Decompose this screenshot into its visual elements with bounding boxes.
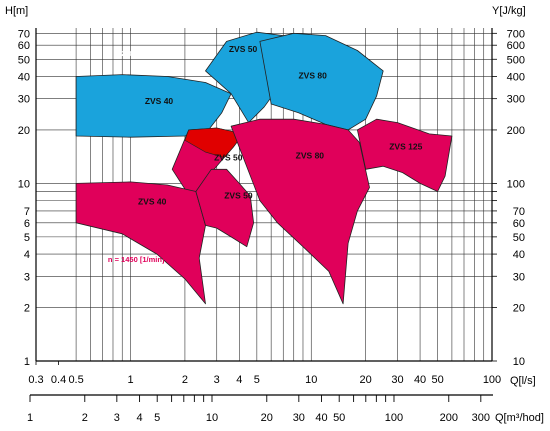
pump-region-2900-2: [259, 32, 384, 131]
x2-tick-label: 50: [333, 412, 345, 424]
speed-note: n = 2900 [1/min]: [108, 49, 165, 58]
x-tick-label: 2: [182, 374, 188, 386]
y2-tick-label: 400: [507, 71, 525, 83]
y2-tick-label: 200: [507, 125, 525, 137]
x-axis-title: Q[l/s]: [510, 375, 536, 387]
y2-tick-label: 70: [513, 206, 525, 218]
pump-region-label: ZVS 80: [298, 70, 327, 80]
y-tick-label: 70: [18, 28, 30, 40]
y2-tick-label: 10: [513, 356, 525, 368]
y-tick-label: 30: [18, 94, 30, 106]
pump-region-labels: ZVS 40 ZVS 50 ZVS 80 ZVS 50 ZVS 40 ZVS 50 ZVS …: [138, 44, 423, 207]
y2-tick-label: 30: [513, 271, 525, 283]
pump-region-label: ZVS 125: [389, 142, 422, 152]
x2-tick-label: 4: [137, 412, 143, 424]
y2-tick-label: 100: [507, 178, 525, 190]
y2-tick-label: 600: [507, 40, 525, 52]
x2-tick-label: 300: [472, 412, 490, 424]
y2-tick-label: 500: [507, 54, 525, 66]
x2-tick-label: 3: [114, 412, 120, 424]
y-tick-label: 60: [18, 40, 30, 52]
y2-tick-label: 60: [513, 218, 525, 230]
x-tick-label: 0.4: [51, 374, 66, 386]
pump-region-2900-0: [75, 74, 232, 138]
x2-tick-label: 1: [27, 412, 33, 424]
y-tick-label: 7: [24, 206, 30, 218]
pump-region-label: ZVS 40: [138, 197, 167, 207]
x-tick-label: 0.5: [68, 374, 83, 386]
x-tick-label: 100: [483, 374, 501, 386]
x-tick-label: 20: [360, 374, 372, 386]
x-tick-label: 0.3: [28, 374, 43, 386]
axes: [29, 28, 493, 402]
pump-region-label: ZVS 50: [214, 152, 243, 162]
y2-tick-label: 20: [513, 303, 525, 315]
pump-region-1450-6: [230, 118, 370, 305]
x2-tick-label: 5: [154, 412, 160, 424]
y-tick-label: 4: [24, 249, 30, 261]
y2-tick-label: 40: [513, 249, 525, 261]
y-axis-title: H[m]: [5, 5, 28, 17]
x-tick-label: 50: [431, 374, 443, 386]
y-tick-label: 40: [18, 71, 30, 83]
pump-region-label: ZVS 40: [145, 96, 174, 106]
speed-note: n = 1450 [1/min]: [108, 255, 165, 264]
y-tick-label: 3: [24, 271, 30, 283]
x2-tick-label: 40: [315, 412, 327, 424]
pump-region-label: ZVS 50: [229, 44, 258, 54]
y2-axis-title: Y[J/kg]: [492, 5, 526, 17]
x-tick-label: 5: [254, 374, 260, 386]
y2-tick-label: 300: [507, 94, 525, 106]
x-tick-label: 1: [127, 374, 133, 386]
x-tick-label: 10: [305, 374, 317, 386]
x2-tick-label: 10: [206, 412, 218, 424]
y-tick-label: 10: [18, 178, 30, 190]
x2-tick-label: 2: [82, 412, 88, 424]
pump-region-1450-5: [195, 168, 255, 248]
y2-tick-label: 50: [513, 232, 525, 244]
x2-tick-label: 20: [261, 412, 273, 424]
x-tick-label: 40: [414, 374, 426, 386]
pump-region-1450-7: [356, 118, 453, 192]
y-tick-label: 6: [24, 218, 30, 230]
y-tick-label: 1: [24, 356, 30, 368]
pump-region-1450-4: [75, 181, 206, 305]
y-tick-label: 50: [18, 54, 30, 66]
y-tick-label: 20: [18, 125, 30, 137]
x-tick-label: 3: [214, 374, 220, 386]
speed-notes: n = 2900 [1/min] n = 1450 [1/min]: [108, 49, 165, 264]
x-tick-label: 4: [236, 374, 242, 386]
tick-labels: 1234567102030405060701020304050607010020…: [18, 28, 525, 424]
x2-axis-title: Q[m³/hod]: [495, 412, 544, 424]
x2-tick-label: 100: [385, 412, 403, 424]
x-tick-label: 30: [391, 374, 403, 386]
y-tick-label: 2: [24, 303, 30, 315]
y2-tick-label: 700: [507, 28, 525, 40]
pump-region-label: ZVS 80: [296, 151, 325, 161]
x2-tick-label: 30: [293, 412, 305, 424]
pump-region-label: ZVS 50: [224, 191, 253, 201]
y-tick-label: 5: [24, 232, 30, 244]
pump-region-overlap-3: [184, 127, 244, 158]
pump-regions: [75, 31, 453, 305]
x2-tick-label: 200: [440, 412, 458, 424]
